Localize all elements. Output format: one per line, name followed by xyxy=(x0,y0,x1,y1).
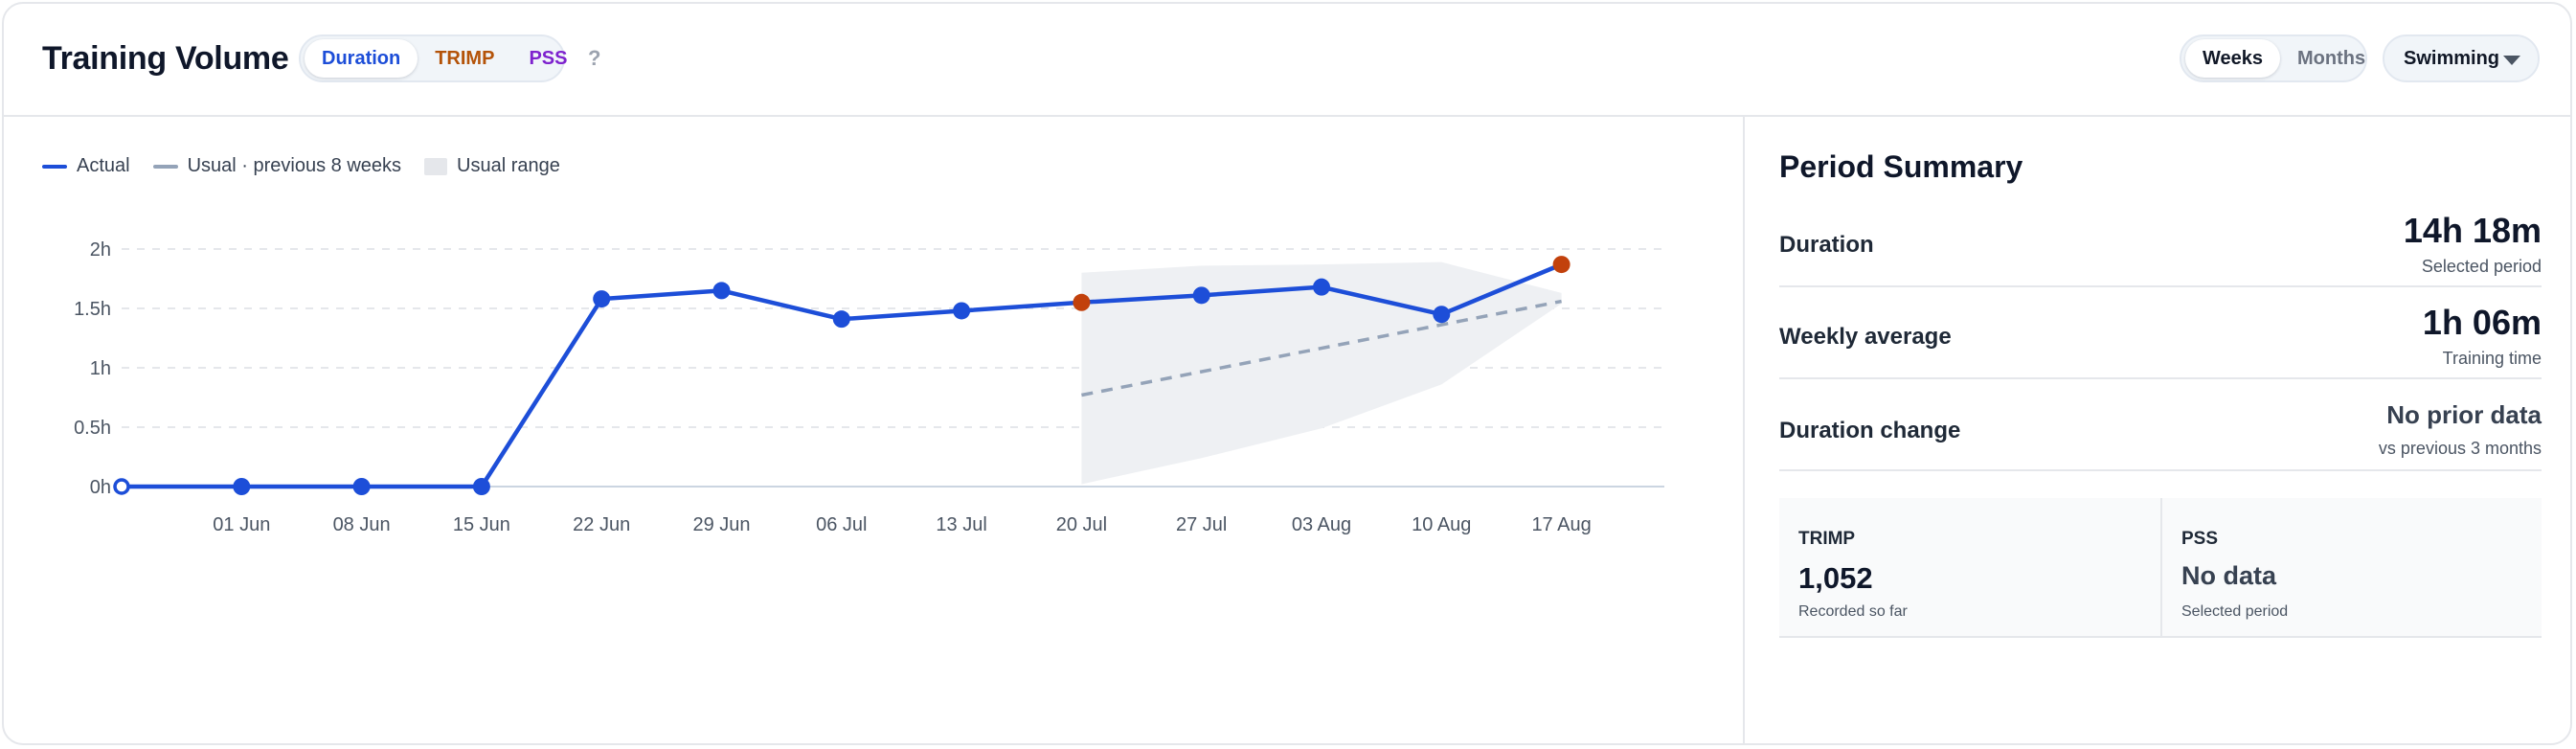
metric-toggle: Duration TRIMP PSS xyxy=(299,34,567,82)
summary-value: No prior data xyxy=(2386,400,2542,429)
legend-usual: Usual · previous 8 weeks xyxy=(152,155,402,177)
tile-sub: Recorded so far xyxy=(1798,603,1908,620)
legend-actual-label: Actual xyxy=(77,155,130,176)
tab-months[interactable]: Months xyxy=(2297,47,2366,69)
legend-actual: Actual xyxy=(42,155,130,177)
actual-data-point xyxy=(113,478,130,495)
x-tick-label: 27 Jul xyxy=(1176,514,1227,535)
x-tick-label: 17 Aug xyxy=(1531,514,1591,535)
summary-label: Duration change xyxy=(1779,418,1961,443)
legend-range-swatch xyxy=(424,157,448,175)
y-tick-label: 1.5h xyxy=(74,299,111,320)
tile-sub: Selected period xyxy=(2181,603,2289,620)
actual-data-point xyxy=(712,282,731,300)
x-tick-label: 03 Aug xyxy=(1292,514,1351,535)
tab-trimp[interactable]: TRIMP xyxy=(435,47,495,69)
actual-data-point xyxy=(1313,278,1330,296)
x-tick-label: 15 Jun xyxy=(453,514,510,535)
training-volume-chart: 0h 0.5h 1h 1.5h 2h 01 Jun 08 Jun 15 Jun 22 Jun 29… xyxy=(74,239,1664,535)
x-tick-label: 08 Jun xyxy=(333,514,391,535)
legend-actual-swatch xyxy=(42,164,67,169)
actual-data-point xyxy=(953,302,971,320)
summary-row-duration-change: Duration change No prior data vs previou… xyxy=(1779,379,2542,471)
period-toggle: Weeks Months xyxy=(2180,34,2367,82)
legend-range-label: Usual range xyxy=(457,155,560,176)
actual-data-point xyxy=(1192,286,1210,305)
sport-select[interactable]: Swimming xyxy=(2383,34,2540,82)
period-summary: Period Summary Duration 14h 18m Selected… xyxy=(1779,117,2542,743)
tile-label: TRIMP xyxy=(1798,529,1856,549)
help-icon[interactable]: ? xyxy=(588,46,601,70)
summary-sub: Selected period xyxy=(2421,257,2542,276)
y-tick-label: 0h xyxy=(90,477,111,498)
x-tick-label: 06 Jul xyxy=(816,514,867,535)
tile-label: PSS xyxy=(2181,529,2219,549)
actual-data-point xyxy=(1433,306,1451,324)
card-header: Training Volume Duration TRIMP PSS ? Wee… xyxy=(4,4,2570,117)
x-tick-label: 20 Jul xyxy=(1056,514,1107,535)
chart-legend: Actual Usual · previous 8 weeks Usual ra… xyxy=(42,155,583,177)
actual-data-point xyxy=(593,290,611,308)
chart-panel: Actual Usual · previous 8 weeks Usual ra… xyxy=(4,117,1743,743)
y-tick-label: 0.5h xyxy=(74,418,111,439)
x-tick-label: 22 Jun xyxy=(573,514,630,535)
actual-data-point xyxy=(233,478,251,495)
x-tick-label: 29 Jun xyxy=(692,514,750,535)
summary-sub: Training time xyxy=(2442,349,2542,368)
tab-pss[interactable]: PSS xyxy=(529,47,568,69)
sport-select-value: Swimming xyxy=(2404,47,2500,69)
legend-usual-swatch xyxy=(152,164,178,169)
legend-usual-label: Usual · previous 8 weeks xyxy=(187,155,402,176)
x-tick-label: 13 Jul xyxy=(936,514,986,535)
tile-pss: PSS No data Selected period xyxy=(2160,498,2542,636)
chevron-down-icon xyxy=(2503,56,2520,65)
summary-label: Weekly average xyxy=(1779,324,1952,350)
tile-value: 1,052 xyxy=(1798,561,1873,595)
actual-data-point xyxy=(352,478,371,495)
summary-label: Duration xyxy=(1779,232,1874,258)
actual-data-point xyxy=(832,310,850,329)
summary-sub: vs previous 3 months xyxy=(2378,439,2542,458)
x-tick-label: 10 Aug xyxy=(1412,514,1471,535)
summary-tiles: TRIMP 1,052 Recorded so far PSS No data … xyxy=(1779,498,2542,638)
tile-value: No data xyxy=(2181,561,2277,590)
summary-row-duration: Duration 14h 18m Selected period xyxy=(1779,195,2542,287)
page-title: Training Volume xyxy=(42,40,289,77)
panel-divider xyxy=(1743,117,1745,743)
y-tick-label: 1h xyxy=(90,358,111,379)
legend-range: Usual range xyxy=(424,155,560,177)
tab-weeks[interactable]: Weeks xyxy=(2185,39,2281,78)
actual-data-point-highlight xyxy=(1073,293,1091,311)
summary-title: Period Summary xyxy=(1779,149,2023,184)
actual-data-point xyxy=(472,478,490,495)
summary-value: 14h 18m xyxy=(2403,211,2542,250)
y-tick-label: 2h xyxy=(90,239,111,261)
actual-data-point-highlight xyxy=(1552,256,1570,274)
usual-series-line xyxy=(1081,299,1562,397)
x-tick-label: 01 Jun xyxy=(213,514,270,535)
tab-duration[interactable]: Duration xyxy=(305,39,418,78)
summary-value: 1h 06m xyxy=(2422,303,2542,342)
tile-trimp: TRIMP 1,052 Recorded so far xyxy=(1779,498,2160,636)
summary-row-weekly-average: Weekly average 1h 06m Training time xyxy=(1779,287,2542,379)
